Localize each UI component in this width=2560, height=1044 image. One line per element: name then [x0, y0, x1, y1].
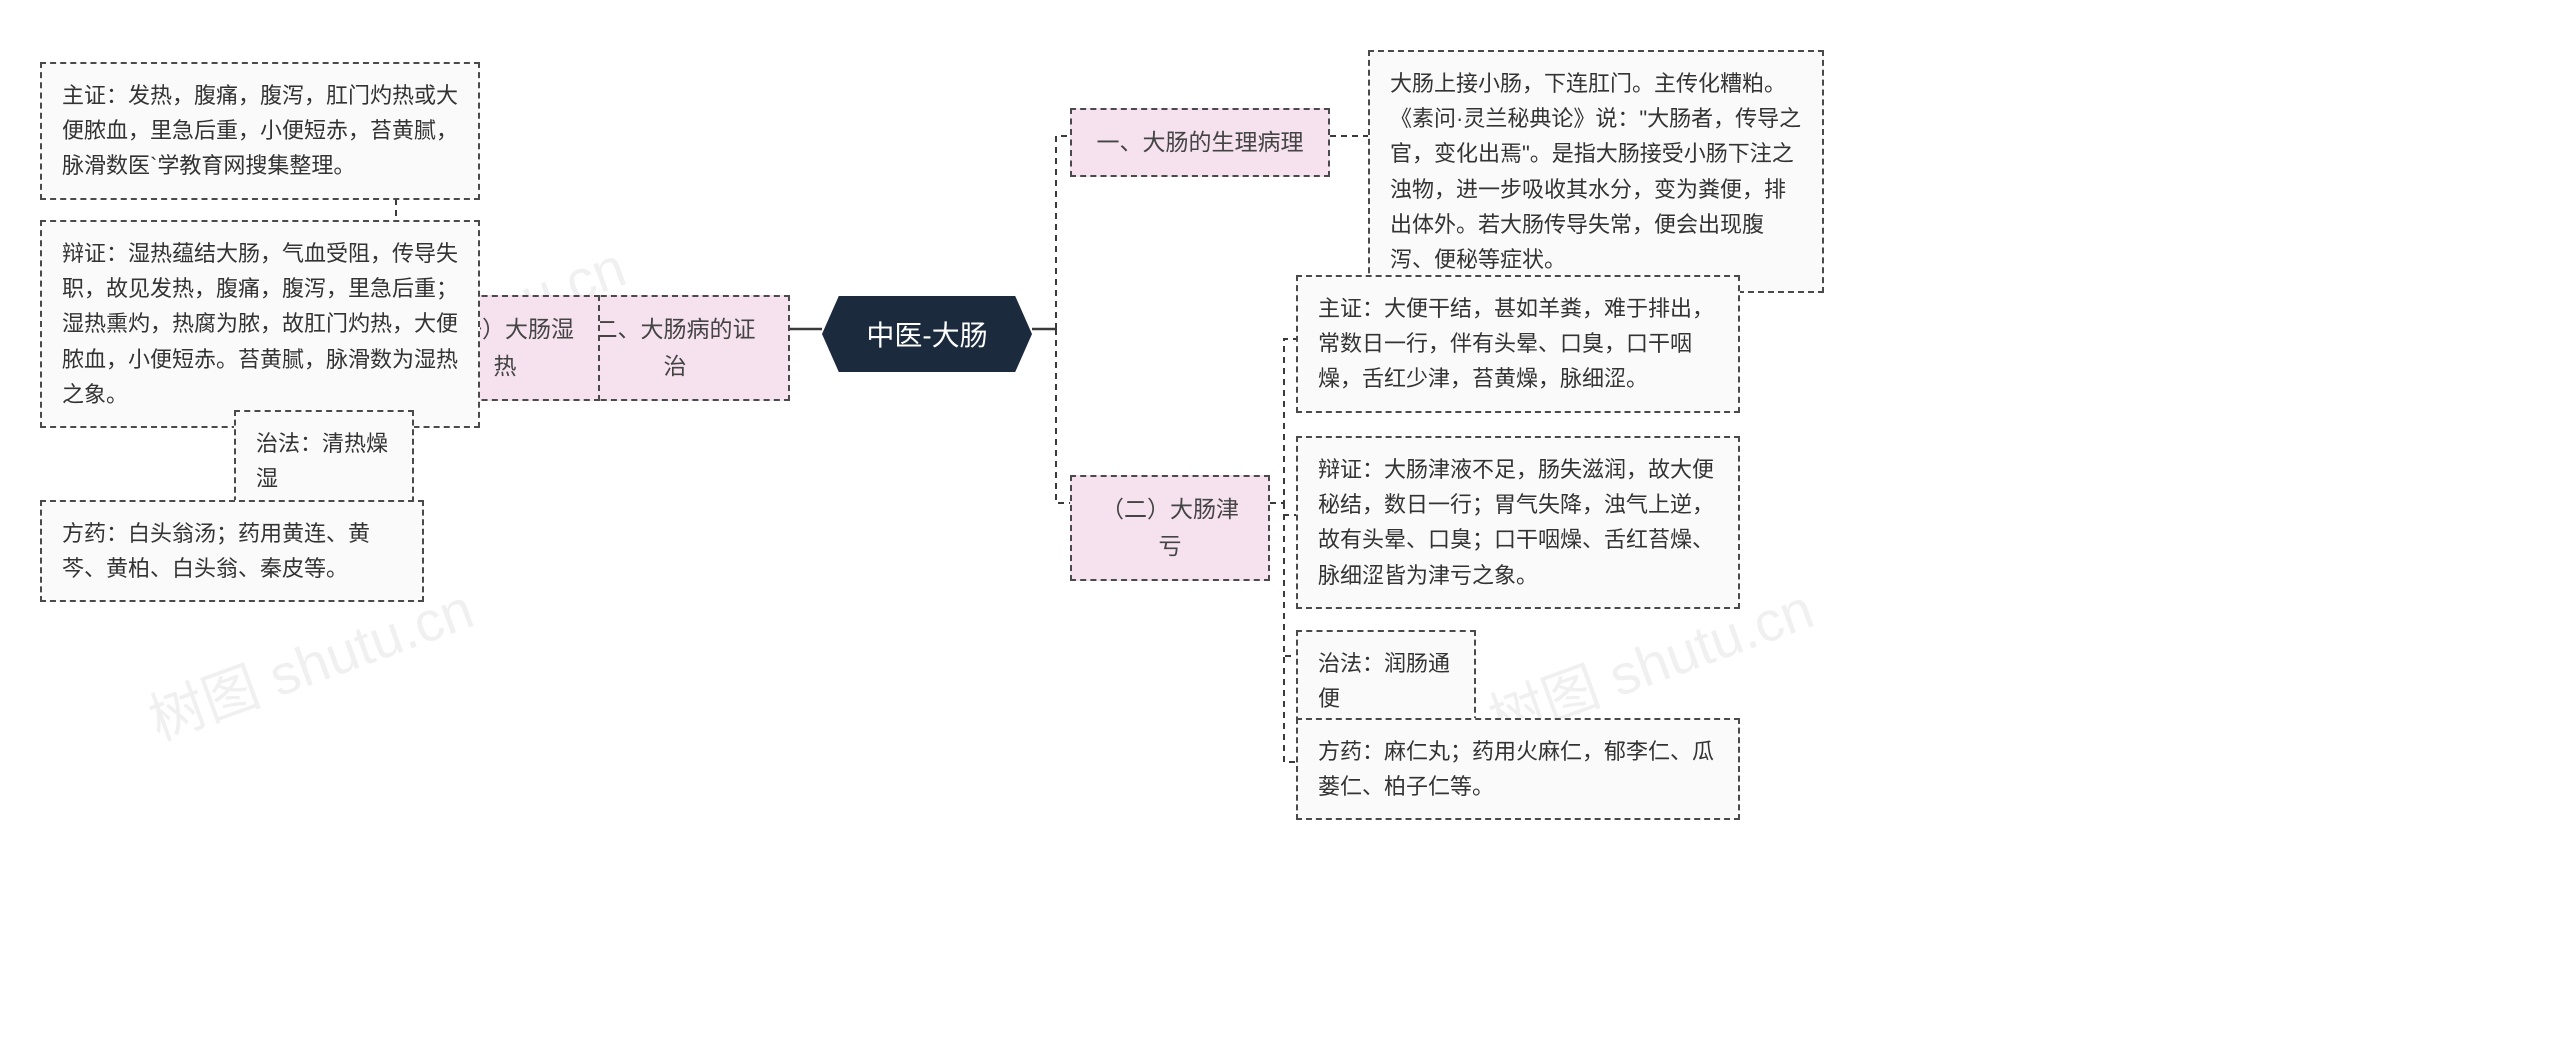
leaf-text: 辩证：湿热蕴结大肠，气血受阻，传导失职，故见发热，腹痛，腹泻，里急后重；湿热熏灼… [62, 241, 458, 407]
leaf-text: 治法：清热燥湿 [256, 431, 388, 491]
branch-label: 一、大肠的生理病理 [1097, 129, 1304, 155]
leaf-text: 大肠上接小肠，下连肛门。主传化糟粕。《素问·灵兰秘典论》说："大肠者，传导之官，… [1390, 71, 1801, 272]
root-node[interactable]: 中医-大肠 [822, 296, 1032, 372]
branch-label: 二、大肠病的证治 [595, 316, 756, 379]
leaf-text: 方药：白头翁汤；药用黄连、黄芩、黄柏、白头翁、秦皮等。 [62, 521, 370, 581]
leaf-damp-heat-diagnosis: 辩证：湿热蕴结大肠，气血受阻，传导失职，故见发热，腹痛，腹泻，里急后重；湿热熏灼… [40, 220, 480, 428]
leaf-text: 方药：麻仁丸；药用火麻仁，郁李仁、瓜蒌仁、柏子仁等。 [1318, 739, 1714, 799]
leaf-text: 主证：发热，腹痛，腹泻，肛门灼热或大便脓血，里急后重，小便短赤，苔黄腻，脉滑数医… [62, 83, 458, 178]
leaf-fluid-prescription: 方药：麻仁丸；药用火麻仁，郁李仁、瓜蒌仁、柏子仁等。 [1296, 718, 1740, 820]
leaf-damp-heat-prescription: 方药：白头翁汤；药用黄连、黄芩、黄柏、白头翁、秦皮等。 [40, 500, 424, 602]
leaf-text: 主证：大便干结，甚如羊粪，难于排出，常数日一行，伴有头晕、口臭，口干咽燥，舌红少… [1318, 296, 1714, 391]
branch-physiology-pathology[interactable]: 一、大肠的生理病理 [1070, 108, 1330, 177]
leaf-physiology-description: 大肠上接小肠，下连肛门。主传化糟粕。《素问·灵兰秘典论》说："大肠者，传导之官，… [1368, 50, 1824, 293]
leaf-damp-heat-symptom: 主证：发热，腹痛，腹泻，肛门灼热或大便脓血，里急后重，小便短赤，苔黄腻，脉滑数医… [40, 62, 480, 200]
leaf-fluid-symptom: 主证：大便干结，甚如羊粪，难于排出，常数日一行，伴有头晕、口臭，口干咽燥，舌红少… [1296, 275, 1740, 413]
subbranch-fluid-deficiency[interactable]: （二）大肠津亏 [1070, 475, 1270, 581]
leaf-text: 治法：润肠通便 [1318, 651, 1450, 711]
subbranch-label: （二）大肠津亏 [1101, 496, 1239, 559]
leaf-damp-heat-treatment: 治法：清热燥湿 [234, 410, 414, 512]
root-label: 中医-大肠 [866, 320, 987, 351]
leaf-text: 辩证：大肠津液不足，肠失滋润，故大便秘结，数日一行；胃气失降，浊气上逆，故有头晕… [1318, 457, 1714, 588]
leaf-fluid-diagnosis: 辩证：大肠津液不足，肠失滋润，故大便秘结，数日一行；胃气失降，浊气上逆，故有头晕… [1296, 436, 1740, 609]
